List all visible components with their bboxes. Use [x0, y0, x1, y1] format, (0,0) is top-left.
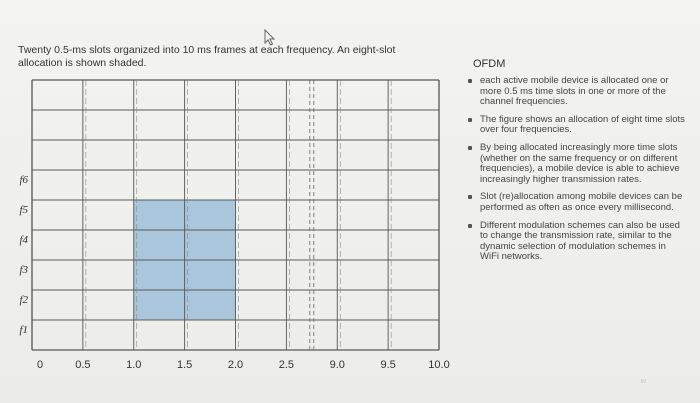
bullet-item: Slot (re)allocation among mobile devices… — [466, 192, 686, 213]
bullet-icon — [468, 195, 472, 200]
bullet-text: By being allocated increasingly more tim… — [480, 141, 680, 185]
time-tick-label: 1.0 — [126, 359, 141, 371]
bullet-text: each active mobile device is allocated o… — [480, 75, 669, 108]
frequency-label: f2 — [19, 294, 28, 306]
time-tick-label: 10.0 — [428, 359, 449, 371]
time-tick-label: 9.0 — [330, 359, 345, 371]
frequency-label: f5 — [19, 204, 28, 216]
bullet-icon — [468, 223, 472, 228]
frequency-label: f6 — [19, 174, 28, 186]
time-tick-label: 0.5 — [75, 359, 90, 371]
frequency-label: f3 — [19, 264, 28, 276]
time-tick-label: 2.0 — [228, 359, 243, 371]
frequency-label: f4 — [19, 234, 28, 246]
bullet-icon — [468, 145, 472, 150]
bullet-icon — [468, 117, 472, 122]
panel-title: OFDM — [473, 58, 506, 70]
bullet-text: Slot (re)allocation among mobile devices… — [480, 191, 683, 213]
bullet-icon — [468, 79, 472, 83]
mouse-pointer-icon — [264, 29, 276, 46]
bullet-item: By being allocated increasingly more tim… — [466, 141, 686, 185]
bullet-item: Different modulation schemes can also be… — [466, 219, 686, 263]
bullet-text: The figure shows an allocation of eight … — [480, 113, 685, 136]
page-number: 50 — [640, 379, 646, 385]
frequency-label: f1 — [19, 324, 28, 336]
time-tick-label: 0 — [37, 359, 43, 371]
time-tick-label: 2.5 — [279, 359, 294, 371]
bullet-list: each active mobile device is allocated o… — [466, 75, 686, 270]
slot-grid: 0 0.5 1.0 1.5 2.0 2.5 9.0 9.5 10.0 f6 f5 f4 f3 f2 f1 — [19, 79, 450, 371]
time-tick-label: 9.5 — [380, 359, 395, 371]
bullet-text: Different modulation schemes can also be… — [480, 219, 680, 263]
figure-caption: Twenty 0.5-ms slots organized into 10 ms… — [18, 44, 396, 69]
time-tick-label: 1.5 — [177, 359, 192, 371]
bullet-item: The figure shows an allocation of eight … — [466, 113, 686, 136]
bullet-item: each active mobile device is allocated o… — [466, 75, 686, 108]
slot-allocation-figure: 0 0.5 1.0 1.5 2.0 2.5 9.0 9.5 10.0 f6 f5 f4 f3 f2 f1 — [14, 70, 454, 380]
